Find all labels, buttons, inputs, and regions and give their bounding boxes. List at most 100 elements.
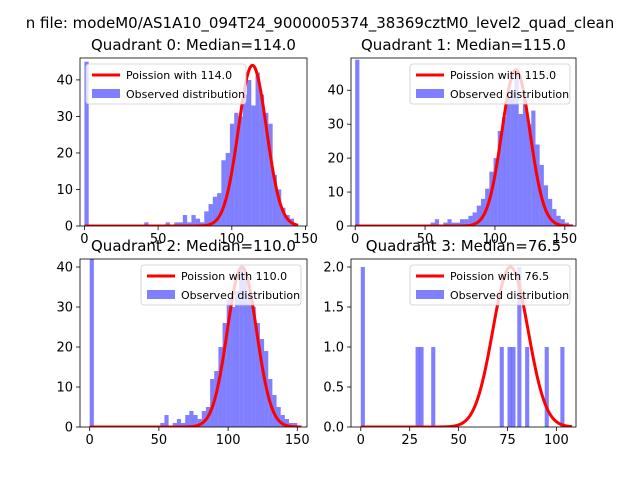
histogram-bar [247,79,252,226]
histogram-bar [451,222,456,226]
histogram-bar [514,69,519,226]
legend-bar-label: Observed distribution [181,289,300,302]
quadrant-2-panel: 0 50 100 150 0 10 20 30 40 Quadrant 2: Median=110… [56,237,309,448]
quadrant-2-title: Quadrant 2: Median=110.0 [91,237,296,255]
y-tick-label: 20 [56,341,73,356]
legend-bar-label: Observed distribution [450,88,569,101]
histogram-bar [164,415,169,427]
histogram-bar [472,212,477,226]
histogram-bar [518,114,523,226]
legend: Poission with 76.5 Observed distribution [409,264,571,306]
histogram-bar [447,219,452,226]
x-tick-label: 0 [80,232,88,247]
quadrant-0-plot-area [83,61,299,226]
legend-line-label: Poission with 115.0 [450,69,556,82]
x-tick-label: 100 [483,232,508,247]
axes-frame [79,258,308,428]
x-tick-label: 150 [552,232,577,247]
legend-bar-label: Observed distribution [450,289,569,302]
histogram-bar [239,267,244,427]
histogram-bar [230,307,236,427]
histogram-bar [548,198,553,226]
x-tick-label: 100 [219,232,244,247]
legend-bar-label: Observed distribution [126,88,245,101]
histogram-bar [281,207,286,226]
histogram-bar [191,215,196,226]
y-tick-label: 20 [327,152,344,167]
histogram-bar [251,105,256,226]
histogram-bar [431,347,436,427]
histogram-bar [560,219,565,226]
y-tick-label: 10 [327,186,344,201]
histogram-bar [480,198,486,226]
histogram-bar [201,411,206,427]
x-tick-label: 25 [401,433,418,448]
histogram-bar [360,267,365,427]
legend-bar-swatch [147,290,175,299]
legend-line-label: Poission with 114.0 [126,69,232,82]
histogram-bar [226,299,231,427]
legend-line-label: Poission with 76.5 [450,270,549,283]
histogram-bar [251,307,256,427]
legend-box [140,264,302,306]
histogram-bar [525,347,530,427]
histogram-bar [234,112,239,226]
y-tick-label: 30 [56,110,73,125]
histogram-bar [276,189,282,226]
histogram-bar [165,222,170,226]
histogram-bar [272,174,277,226]
histogram-bar [544,347,549,427]
histogram-bar [218,347,223,427]
x-tick-label: 50 [151,433,168,448]
histogram-bar [255,323,260,427]
histogram-bar [255,72,260,226]
histogram-bar [560,347,565,427]
histogram-bar [499,347,504,427]
x-tick-label: 100 [216,433,241,448]
histogram-bar [460,219,465,226]
histogram-bar [259,94,265,226]
y-tick-label: 1.5 [323,301,344,316]
quadrant-0-panel: 0 50 100 150 0 10 20 30 40 Quadrant 0: Median=114… [56,36,317,247]
histogram-bar [455,222,461,226]
histogram-bar [187,222,192,226]
histogram-bar [235,291,240,427]
histogram-bar [511,347,516,427]
y-tick-label: 30 [327,118,344,133]
histogram-bar [476,205,481,226]
quadrant-1-title: Quadrant 1: Median=115.0 [361,36,566,54]
histogram-bar [506,97,511,226]
histogram-bar [176,419,182,427]
histogram-bar [84,61,89,226]
histogram-bar [208,204,213,226]
histogram-bar [212,196,218,226]
x-tick-label: 50 [450,433,467,448]
y-tick-label: 10 [56,381,73,396]
histogram-bar [238,116,243,226]
histogram-bar [517,267,522,427]
axes-frame [350,57,577,227]
histogram-bar [510,90,515,226]
histogram-bar [217,193,222,226]
histogram-bar [242,94,248,226]
legend-bar-swatch [92,89,120,98]
y-tick-label: 40 [56,261,73,276]
histogram-bar [527,124,532,226]
histogram-bar [243,275,248,427]
quadrant-1-panel: 0 50 100 150 0 10 20 30 40 Quadrant 1: Median=115… [327,36,577,247]
x-tick-label: 100 [544,433,569,448]
quadrant-2-plot-area [88,259,303,427]
poisson-curve [88,265,303,427]
histogram-bar [556,215,561,226]
axes-frame [350,258,577,428]
y-tick-label: 0 [65,421,73,436]
histogram-bar [174,222,179,226]
y-tick-label: 2.0 [323,261,344,276]
y-tick-label: 1.0 [323,341,344,356]
y-tick-label: 40 [56,73,73,88]
y-tick-label: 40 [327,84,344,99]
y-tick-label: 0.5 [323,381,344,396]
histogram-bar [276,407,281,427]
histogram-bar [293,423,298,427]
